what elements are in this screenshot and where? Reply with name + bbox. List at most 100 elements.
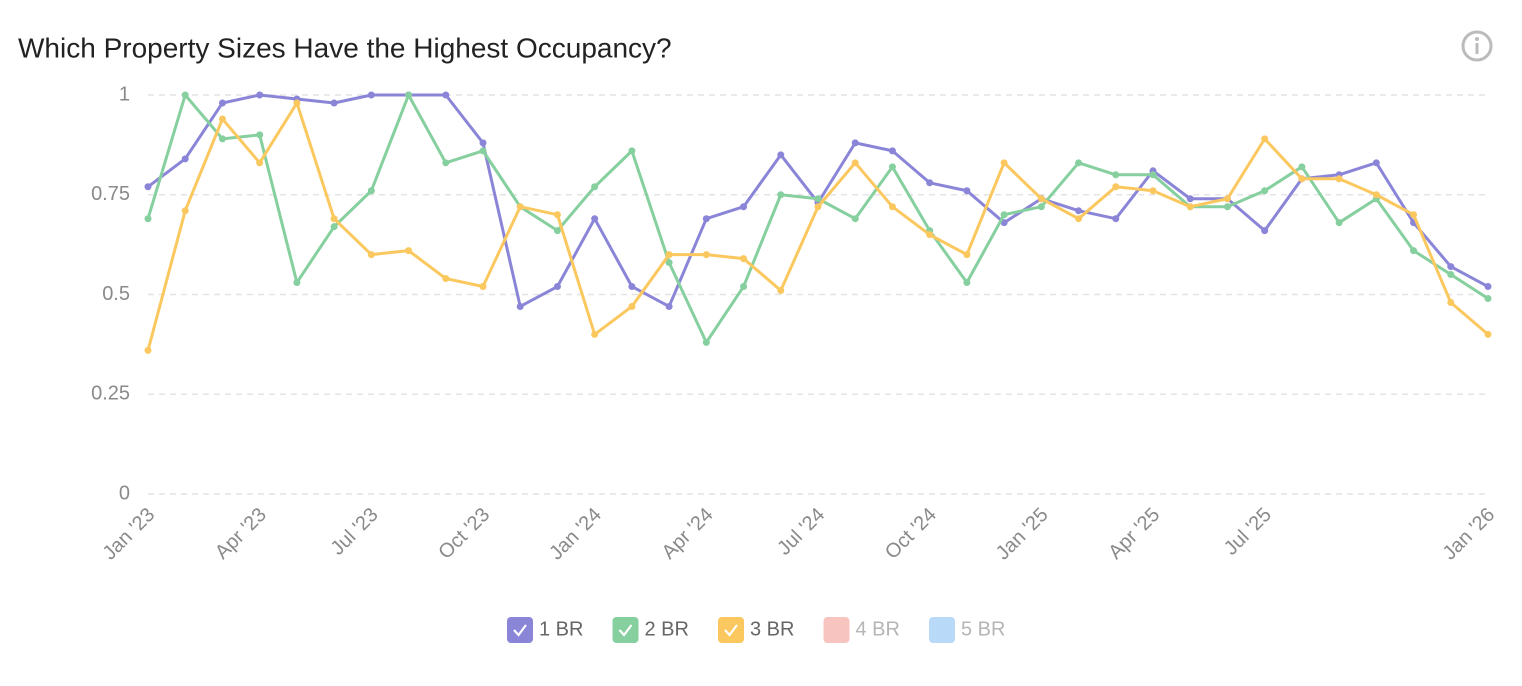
data-point: [553, 211, 561, 219]
data-point: [1075, 159, 1083, 167]
data-point: [144, 183, 152, 191]
y-tick-label: 0: [119, 482, 130, 504]
data-point: [1149, 171, 1157, 179]
legend-label: 1 BR: [539, 618, 583, 640]
legend-check: [724, 624, 738, 637]
data-point: [1186, 203, 1194, 211]
x-tick-label: Jan '24: [545, 504, 606, 565]
data-point: [851, 139, 859, 147]
data-point: [256, 131, 264, 139]
x-tick-label: Jul '24: [773, 504, 829, 560]
legend-check: [513, 624, 527, 637]
data-point: [330, 215, 338, 223]
data-point: [702, 338, 710, 346]
data-point: [1223, 195, 1231, 203]
data-point: [1335, 219, 1343, 227]
legend-item[interactable]: 5 BR: [929, 617, 1005, 643]
data-point: [256, 159, 264, 167]
data-point: [814, 195, 822, 203]
data-point: [1112, 171, 1120, 179]
data-point: [591, 330, 599, 338]
legend-item[interactable]: 1 BR: [507, 617, 583, 643]
data-point: [1149, 187, 1157, 195]
data-point: [851, 215, 859, 223]
data-point: [442, 159, 450, 167]
data-point: [814, 203, 822, 211]
data-point: [181, 155, 189, 163]
data-point: [628, 147, 636, 155]
y-tick-label: 0.5: [102, 283, 130, 305]
data-point: [293, 279, 301, 287]
data-point: [777, 191, 785, 199]
data-point: [1410, 247, 1418, 255]
data-point: [665, 251, 673, 259]
data-point: [1261, 227, 1269, 235]
data-point: [702, 251, 710, 259]
data-point: [442, 91, 450, 99]
data-point: [1447, 271, 1455, 279]
y-tick-label: 0.25: [91, 383, 130, 405]
x-tick-label: Jul '23: [327, 504, 383, 560]
data-point: [591, 215, 599, 223]
data-point: [888, 147, 896, 155]
legend-item[interactable]: 4 BR: [823, 617, 900, 643]
x-tick-label: Jan '23: [99, 504, 160, 565]
data-point: [1447, 298, 1455, 306]
data-point: [1484, 330, 1492, 338]
series-line: [146, 93, 1489, 344]
legend-item[interactable]: 3 BR: [718, 617, 794, 643]
data-point: [442, 275, 450, 283]
data-point: [740, 255, 748, 263]
x-tick-label: Oct '24: [881, 504, 941, 564]
data-point: [1075, 207, 1083, 215]
legend-label: 3 BR: [750, 618, 794, 640]
x-tick-label: Apr '23: [211, 504, 271, 564]
chart-title: Which Property Sizes Have the Highest Oc…: [18, 32, 672, 63]
x-tick-label: Apr '24: [658, 504, 718, 564]
data-point: [181, 207, 189, 215]
data-point: [1261, 187, 1269, 195]
data-point: [926, 231, 934, 239]
data-point: [181, 91, 189, 99]
data-point: [1186, 195, 1194, 203]
data-point: [479, 147, 487, 155]
data-point: [218, 99, 226, 107]
data-point: [367, 91, 375, 99]
data-point: [628, 302, 636, 310]
data-point: [1075, 215, 1083, 223]
data-point: [963, 251, 971, 259]
legend-item[interactable]: 2 BR: [612, 617, 689, 643]
data-point: [888, 163, 896, 171]
data-point: [1037, 195, 1045, 203]
data-point: [777, 151, 785, 159]
legend-swatch: [823, 617, 850, 643]
data-point: [1484, 283, 1492, 291]
data-point: [1223, 203, 1231, 211]
legend-swatch: [929, 617, 955, 643]
data-point: [1112, 215, 1120, 223]
data-point: [218, 135, 226, 143]
data-point: [1000, 159, 1008, 167]
data-point: [553, 227, 561, 235]
data-point: [516, 302, 524, 310]
data-point: [256, 91, 264, 99]
data-point: [479, 283, 487, 291]
data-point: [1000, 211, 1008, 219]
info-icon[interactable]: [1461, 30, 1493, 62]
data-point: [1372, 159, 1380, 167]
x-tick-label: Jul '25: [1220, 504, 1276, 560]
data-point: [888, 203, 896, 211]
x-tick-label: Jan '25: [992, 504, 1053, 565]
x-tick-label: Jan '26: [1439, 504, 1500, 565]
y-tick-label: 0.75: [91, 183, 130, 205]
data-point: [926, 179, 934, 187]
data-point: [1410, 211, 1418, 219]
data-point: [1298, 163, 1306, 171]
data-point: [591, 183, 599, 191]
data-point: [1335, 175, 1343, 183]
legend-swatch: [612, 617, 639, 643]
data-point: [665, 259, 673, 267]
data-point: [1447, 263, 1455, 271]
data-point: [405, 91, 413, 99]
data-point: [777, 287, 785, 295]
